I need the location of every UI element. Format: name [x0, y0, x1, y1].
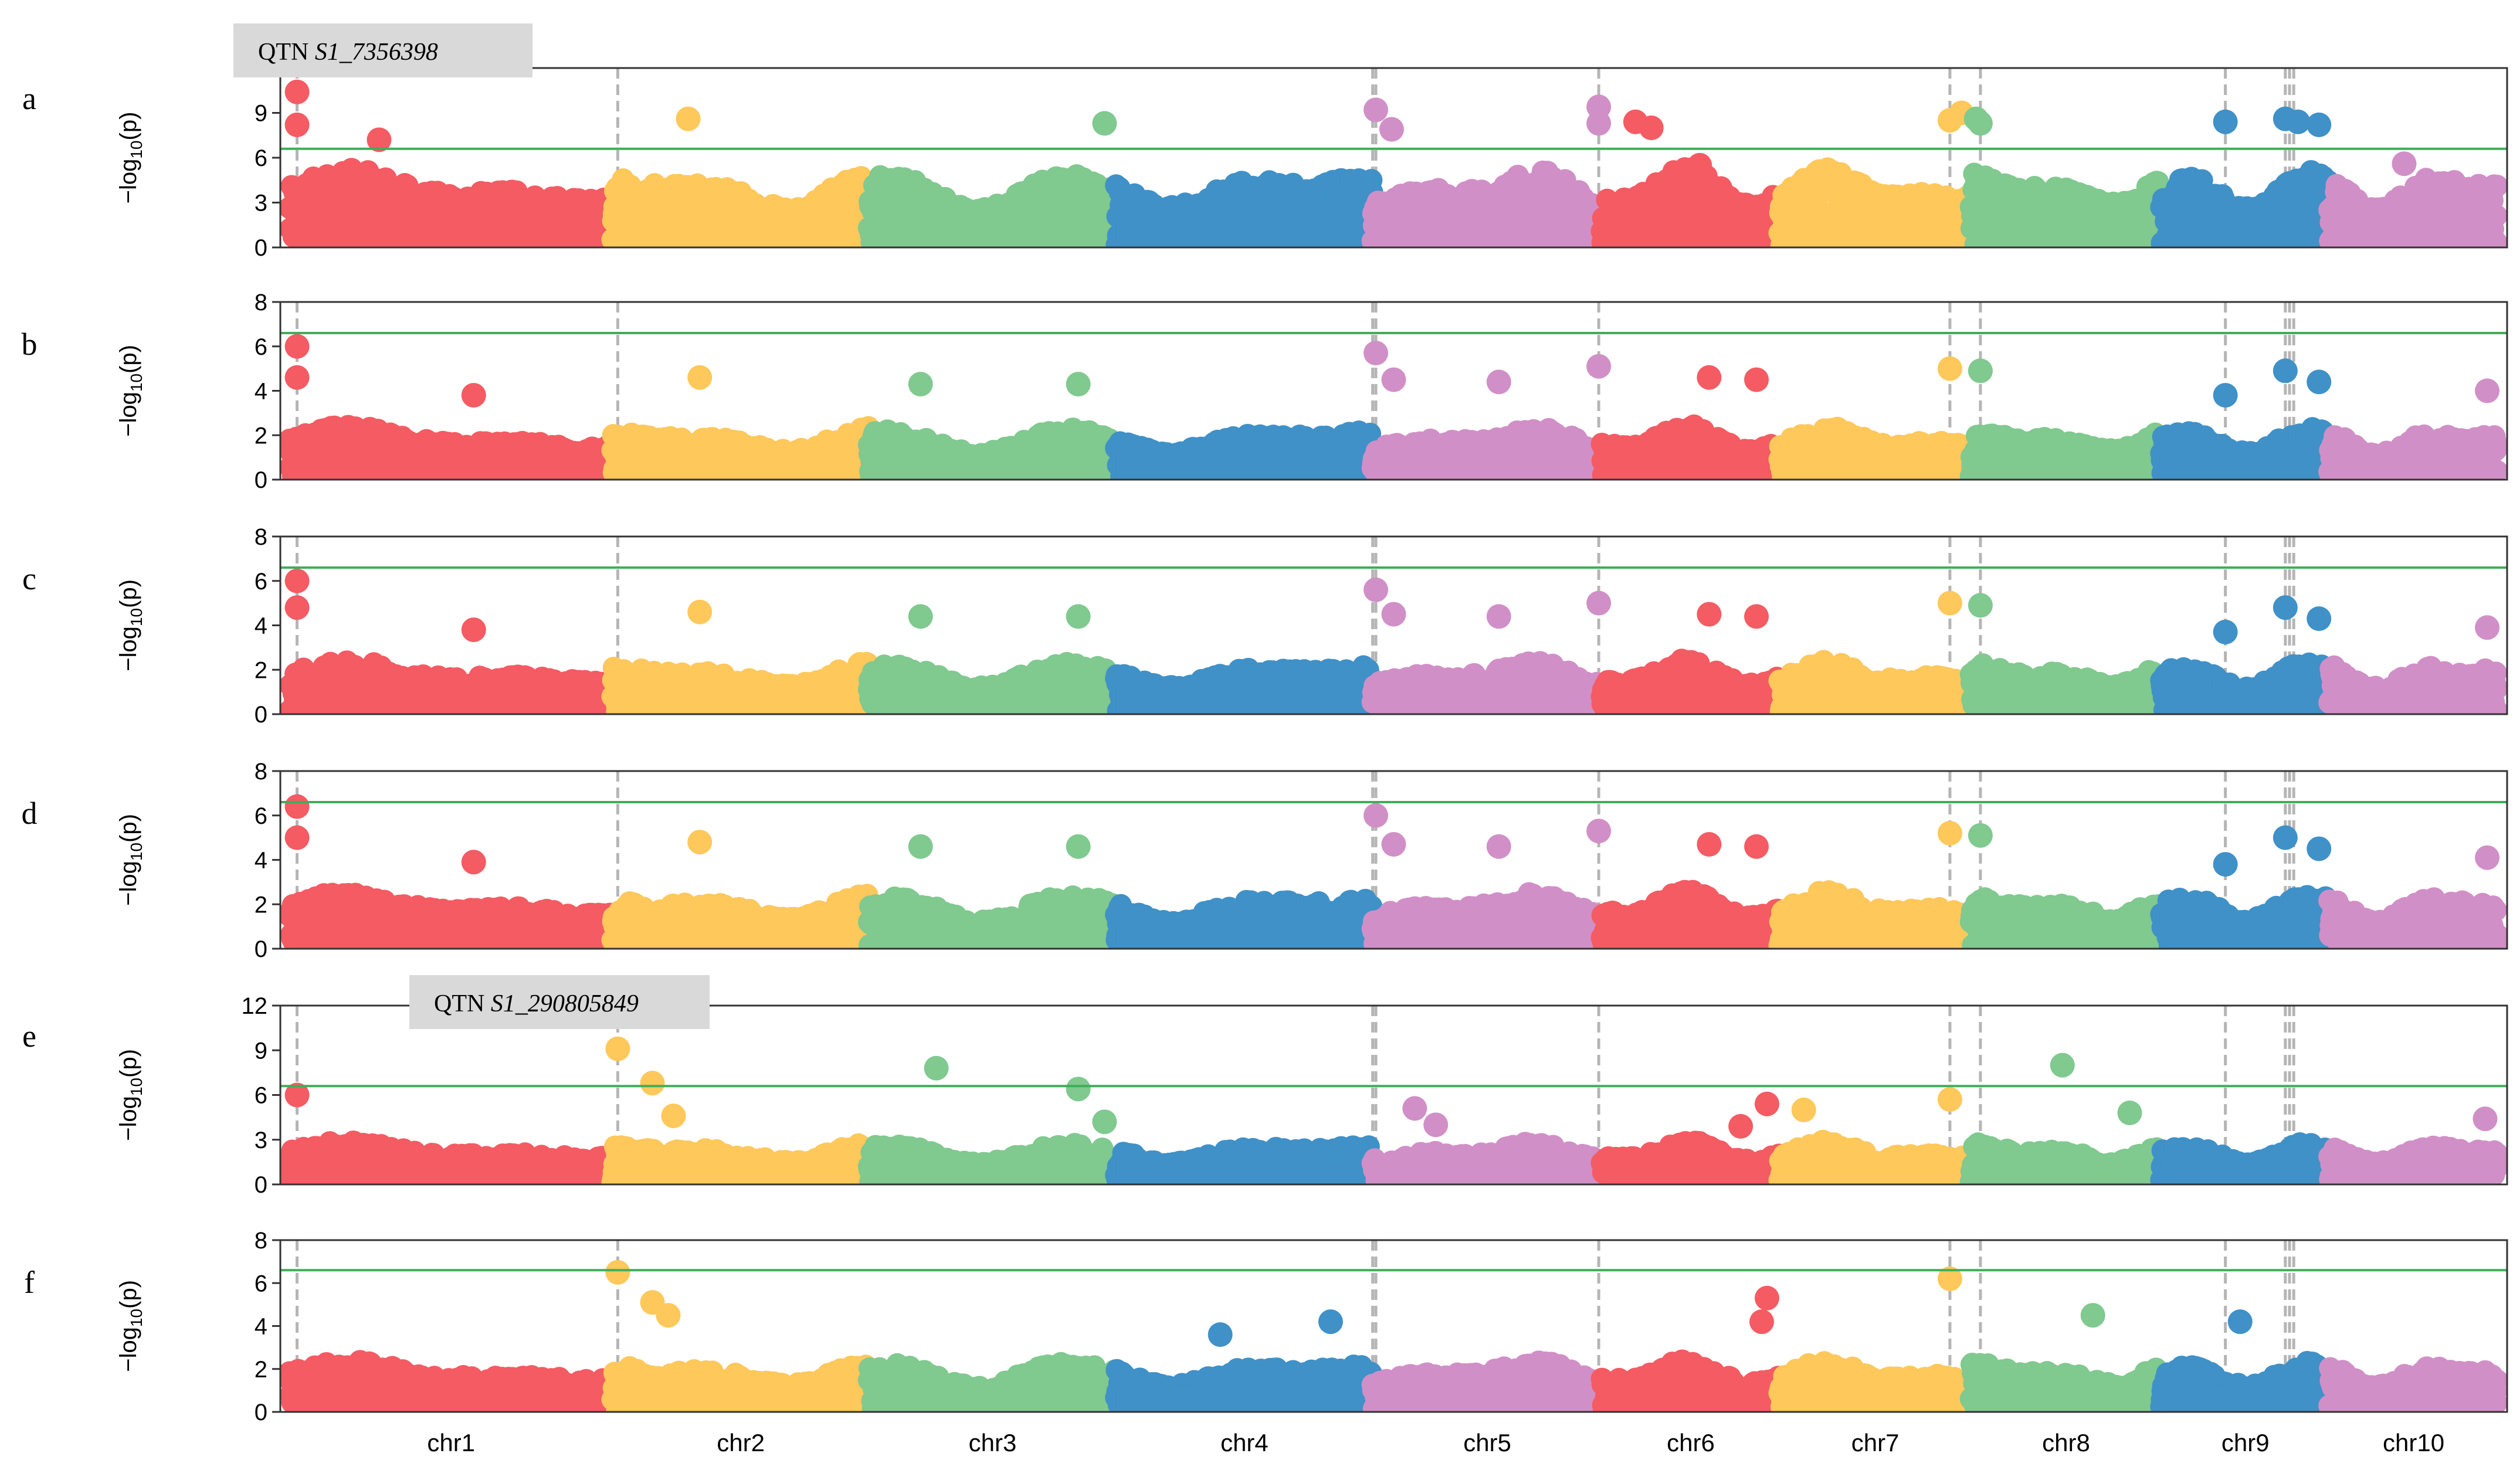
panel-letter: a	[22, 81, 36, 116]
peak-point	[1586, 111, 1611, 135]
snp-band	[869, 453, 1116, 480]
y-tick-label: 3	[255, 191, 267, 216]
snp-band	[1116, 203, 1372, 247]
snp-band	[1373, 203, 1602, 247]
snp-band	[290, 203, 612, 247]
y-tick-label: 9	[255, 101, 267, 127]
snp-band	[1971, 203, 2162, 247]
peak-point	[2307, 113, 2331, 137]
snp-band	[290, 453, 612, 480]
snp-band	[1602, 203, 1779, 247]
peak-point	[2213, 110, 2238, 134]
snp-band	[2161, 203, 2329, 247]
snp-point	[2486, 175, 2508, 197]
snp-band	[1779, 203, 1970, 247]
y-tick-label: 0	[255, 235, 267, 261]
snp-band	[869, 203, 1116, 247]
snp-band	[612, 453, 869, 480]
peak-point	[1639, 116, 1664, 140]
snp-band	[612, 203, 869, 247]
peak-point	[1379, 117, 1404, 142]
panel-a-points	[279, 68, 2508, 256]
panel-b-points	[279, 302, 2508, 487]
qtn-label: QTN S1_7356398	[258, 39, 438, 66]
peak-point	[285, 80, 310, 104]
peak-point	[285, 113, 310, 137]
y-axis-label: −log10(p)	[116, 112, 145, 204]
y-tick-label: 6	[255, 145, 267, 171]
peak-point	[2285, 110, 2310, 134]
snp-band	[2329, 203, 2498, 247]
peak-point	[676, 107, 700, 131]
peak-point	[1092, 111, 1117, 135]
peak-point	[1687, 153, 1712, 178]
peak-point	[1968, 111, 1993, 135]
peak-point	[1364, 97, 1388, 122]
peak-point	[2392, 151, 2416, 176]
